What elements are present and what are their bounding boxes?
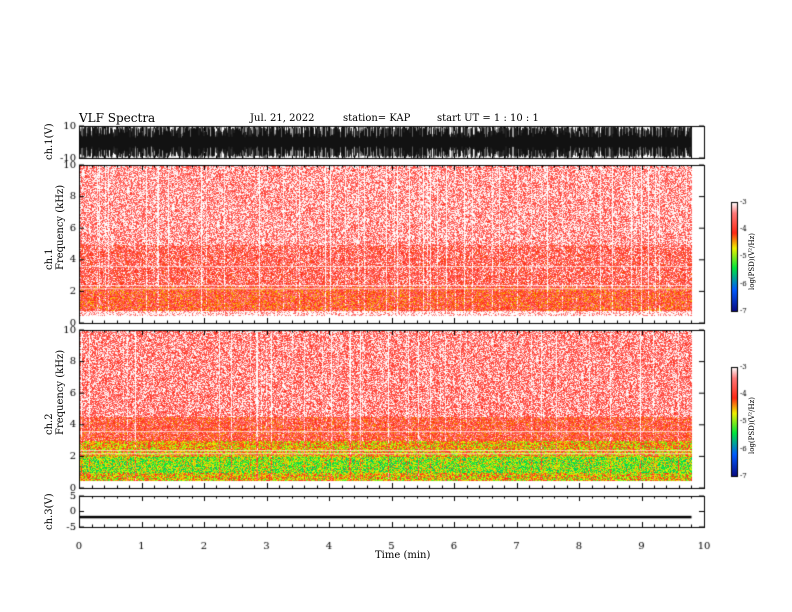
chart-title: VLF Spectra <box>79 111 156 125</box>
date-label: Jul. 21, 2022 <box>250 113 315 124</box>
ch1-channel-label: ch.1 <box>44 248 55 270</box>
start-time-label: start UT = 1 : 10 : 1 <box>437 113 539 124</box>
ch1-frequency-label: Frequency (kHz) <box>55 184 66 270</box>
ch2-spectrogram-ylabel: ch.2 Frequency (kHz) <box>44 350 66 435</box>
ch2-channel-label: ch.2 <box>44 413 55 435</box>
x-axis-label: Time (min) <box>375 550 431 561</box>
ch1-colorbar-label: log(PSD)(V²/Hz) <box>748 233 756 290</box>
ch1-waveform-ylabel: ch.1(V) <box>44 123 55 160</box>
ch1-spectrogram-ylabel: ch.1 Frequency (kHz) <box>44 185 66 270</box>
ch2-frequency-label: Frequency (kHz) <box>55 349 66 435</box>
station-label: station= KAP <box>343 113 411 124</box>
ch2-colorbar-label: log(PSD)(V²/Hz) <box>748 397 756 454</box>
ch3-waveform-ylabel: ch.3(V) <box>44 493 55 530</box>
